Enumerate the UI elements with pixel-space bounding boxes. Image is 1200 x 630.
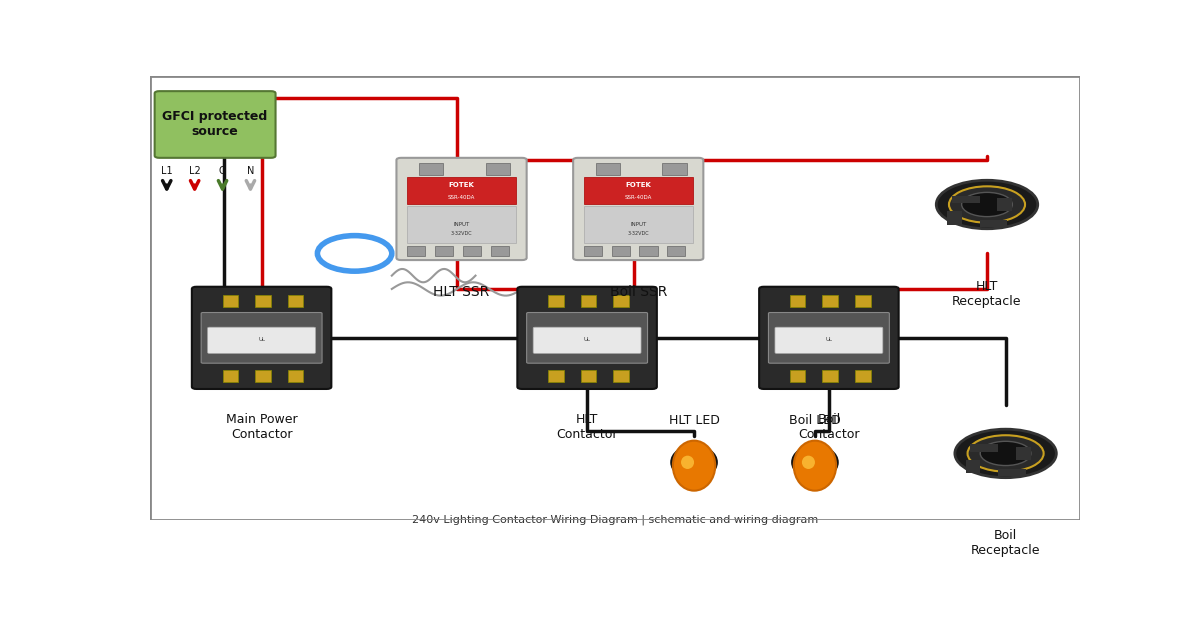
Text: GFCI protected
source: GFCI protected source: [162, 110, 268, 139]
Bar: [662, 163, 686, 175]
Bar: [434, 246, 454, 256]
Text: L2: L2: [188, 166, 200, 176]
FancyBboxPatch shape: [396, 158, 527, 260]
Text: G: G: [218, 166, 227, 176]
Ellipse shape: [673, 440, 715, 491]
Circle shape: [980, 441, 1031, 466]
Circle shape: [949, 186, 1025, 222]
Bar: [256, 295, 271, 307]
FancyBboxPatch shape: [202, 312, 322, 363]
FancyBboxPatch shape: [407, 176, 516, 204]
Text: N: N: [247, 166, 254, 176]
Ellipse shape: [802, 455, 815, 469]
Text: Boil SSR: Boil SSR: [610, 285, 667, 299]
Bar: [222, 295, 238, 307]
Bar: [288, 295, 304, 307]
Bar: [997, 198, 1012, 211]
Text: Main Power
Contactor: Main Power Contactor: [226, 413, 298, 442]
Circle shape: [936, 180, 1038, 229]
Text: HLT
Receptacle: HLT Receptacle: [953, 280, 1021, 308]
FancyBboxPatch shape: [192, 287, 331, 389]
Text: 3-32VDC: 3-32VDC: [451, 231, 473, 236]
Bar: [613, 370, 629, 382]
Bar: [790, 295, 805, 307]
Bar: [548, 295, 564, 307]
Bar: [790, 370, 805, 382]
Ellipse shape: [793, 440, 836, 491]
Circle shape: [955, 429, 1056, 478]
Text: FOTEK: FOTEK: [625, 181, 652, 188]
Bar: [419, 163, 444, 175]
Bar: [288, 370, 304, 382]
Bar: [952, 195, 979, 203]
FancyBboxPatch shape: [517, 287, 656, 389]
Bar: [854, 295, 870, 307]
FancyBboxPatch shape: [155, 91, 276, 158]
Bar: [640, 246, 658, 256]
Ellipse shape: [671, 445, 716, 479]
Bar: [256, 370, 271, 382]
FancyBboxPatch shape: [407, 206, 516, 243]
Text: HLT LED: HLT LED: [668, 414, 720, 427]
Ellipse shape: [792, 445, 838, 479]
Bar: [971, 445, 998, 452]
Text: 240v Lighting Contactor Wiring Diagram | schematic and wiring diagram: 240v Lighting Contactor Wiring Diagram |…: [412, 514, 818, 525]
Text: INPUT: INPUT: [454, 222, 469, 227]
Text: UL: UL: [258, 337, 265, 342]
Bar: [979, 220, 1008, 227]
FancyBboxPatch shape: [533, 327, 641, 353]
Bar: [612, 246, 630, 256]
FancyBboxPatch shape: [584, 206, 692, 243]
Text: HLT
Contactor: HLT Contactor: [557, 413, 618, 442]
Bar: [966, 460, 980, 473]
FancyBboxPatch shape: [208, 327, 316, 353]
Bar: [581, 295, 596, 307]
FancyBboxPatch shape: [584, 176, 692, 204]
Bar: [998, 469, 1026, 476]
Text: SSR-40DA: SSR-40DA: [448, 195, 475, 200]
Text: HLT SSR: HLT SSR: [433, 285, 490, 299]
FancyBboxPatch shape: [775, 327, 883, 353]
FancyBboxPatch shape: [574, 158, 703, 260]
Text: UL: UL: [826, 337, 833, 342]
Ellipse shape: [682, 455, 694, 469]
FancyBboxPatch shape: [768, 312, 889, 363]
Bar: [581, 370, 596, 382]
FancyBboxPatch shape: [760, 287, 899, 389]
FancyBboxPatch shape: [527, 312, 648, 363]
Text: Boil LED: Boil LED: [790, 414, 841, 427]
Bar: [491, 246, 509, 256]
Text: 3-32VDC: 3-32VDC: [628, 231, 649, 236]
Bar: [1016, 447, 1031, 460]
Bar: [548, 370, 564, 382]
Text: Boil
Receptacle: Boil Receptacle: [971, 529, 1040, 557]
Text: FOTEK: FOTEK: [449, 181, 474, 188]
Text: Boil
Contactor: Boil Contactor: [798, 413, 859, 442]
Bar: [613, 295, 629, 307]
Bar: [854, 370, 870, 382]
Bar: [822, 295, 838, 307]
Bar: [486, 163, 510, 175]
Text: UL: UL: [583, 337, 590, 342]
Text: SSR-40DA: SSR-40DA: [624, 195, 652, 200]
Circle shape: [961, 192, 1013, 217]
Bar: [596, 163, 620, 175]
Circle shape: [967, 435, 1044, 472]
Bar: [947, 211, 962, 224]
Bar: [667, 246, 685, 256]
Bar: [463, 246, 481, 256]
Bar: [222, 370, 238, 382]
Bar: [407, 246, 425, 256]
Text: L1: L1: [161, 166, 173, 176]
Bar: [822, 370, 838, 382]
Text: INPUT: INPUT: [630, 222, 647, 227]
Bar: [584, 246, 602, 256]
